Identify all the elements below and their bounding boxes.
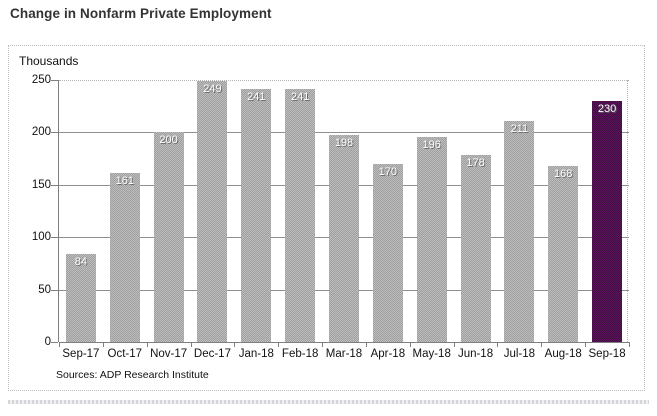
bar: 241 [241, 89, 272, 342]
x-axis-tick [102, 342, 104, 347]
bar-value-label: 161 [115, 175, 134, 188]
y-tick-label: 0 [44, 336, 51, 348]
y-tick-label: 200 [31, 126, 51, 139]
x-tick-label: May-18 [412, 348, 451, 360]
source-note: Sources: ADP Research Institute [56, 369, 209, 381]
page-title: Change in Nonfarm Private Employment [10, 6, 272, 21]
bar: 168 [548, 165, 579, 342]
x-axis-tick [278, 342, 280, 347]
plot-right-border [627, 80, 629, 342]
bar: 161 [109, 173, 140, 342]
x-tick-label: Feb-18 [281, 348, 319, 360]
bar-value-label: 168 [554, 167, 573, 180]
x-axis-tick [234, 342, 236, 347]
x-axis-tick [365, 342, 367, 347]
bar: 249 [197, 81, 228, 342]
x-tick-label: Apr-18 [370, 348, 406, 360]
x-tick-label: Sep-18 [588, 348, 626, 360]
y-axis-tick [51, 237, 58, 239]
bar-value-label: 170 [378, 165, 398, 178]
bar-value-label: 241 [290, 91, 310, 104]
bar: 200 [153, 132, 184, 342]
bar: 198 [329, 134, 359, 342]
x-axis-tick [146, 342, 148, 347]
y-axis-unit-label: Thousands [19, 54, 79, 68]
gridline [59, 132, 629, 134]
bar-highlighted: 230 [592, 100, 623, 342]
bar: 211 [504, 120, 535, 342]
x-axis-tick [322, 342, 324, 347]
y-axis-tick [51, 132, 58, 134]
x-axis-tick [585, 342, 587, 347]
y-tick-label: 250 [31, 74, 51, 86]
x-tick-label: Nov-17 [150, 348, 188, 360]
y-tick-label: 100 [31, 231, 51, 244]
y-tick-label: 150 [31, 178, 51, 191]
bar: 241 [285, 89, 316, 342]
x-tick-label: Dec-17 [193, 348, 231, 360]
x-tick-label: Oct-17 [107, 348, 143, 360]
bar-value-label: 211 [510, 122, 529, 135]
y-axis-tick [51, 184, 58, 186]
y-axis-tick [51, 342, 58, 343]
chart-frame: Thousands 0 50 100 150 200 250 84 Sep-17 161 Oct-… [8, 45, 645, 391]
x-tick-label: Mar-18 [325, 348, 363, 360]
y-axis-tick [51, 80, 58, 81]
bar-value-label: 241 [247, 91, 266, 104]
x-tick-label: Jan-18 [238, 348, 274, 360]
y-axis-line [58, 80, 59, 342]
bar: 84 [65, 253, 96, 342]
x-axis-line [59, 342, 629, 343]
y-axis-tick [51, 289, 58, 291]
x-axis-tick [409, 342, 411, 347]
bar: 170 [372, 163, 403, 342]
bar-value-label: 230 [597, 102, 617, 115]
x-axis-tick [541, 342, 543, 347]
y-tick-label: 50 [38, 283, 51, 296]
x-tick-label: Sep-17 [62, 348, 100, 360]
bottom-divider [8, 400, 649, 404]
x-axis-tick [453, 342, 455, 347]
bar: 178 [460, 155, 491, 342]
bar: 196 [416, 136, 447, 342]
x-axis-tick [629, 342, 630, 347]
bar-value-label: 178 [466, 157, 485, 170]
bar-value-label: 198 [334, 136, 354, 149]
x-tick-label: Jun-18 [457, 348, 494, 360]
bar-value-label: 249 [203, 83, 222, 96]
x-tick-label: Aug-18 [544, 348, 582, 360]
bar-value-label: 200 [159, 134, 178, 147]
x-axis-tick [497, 342, 499, 347]
x-tick-label: Jul-18 [503, 348, 536, 360]
gridline [59, 80, 629, 81]
x-axis-tick [190, 342, 192, 347]
x-axis-tick [59, 342, 60, 347]
bar-value-label: 196 [422, 138, 441, 151]
bar-value-label: 84 [74, 255, 88, 268]
plot-area: 0 50 100 150 200 250 84 Sep-17 161 Oct-17 200 Nov-1… [32, 74, 630, 360]
